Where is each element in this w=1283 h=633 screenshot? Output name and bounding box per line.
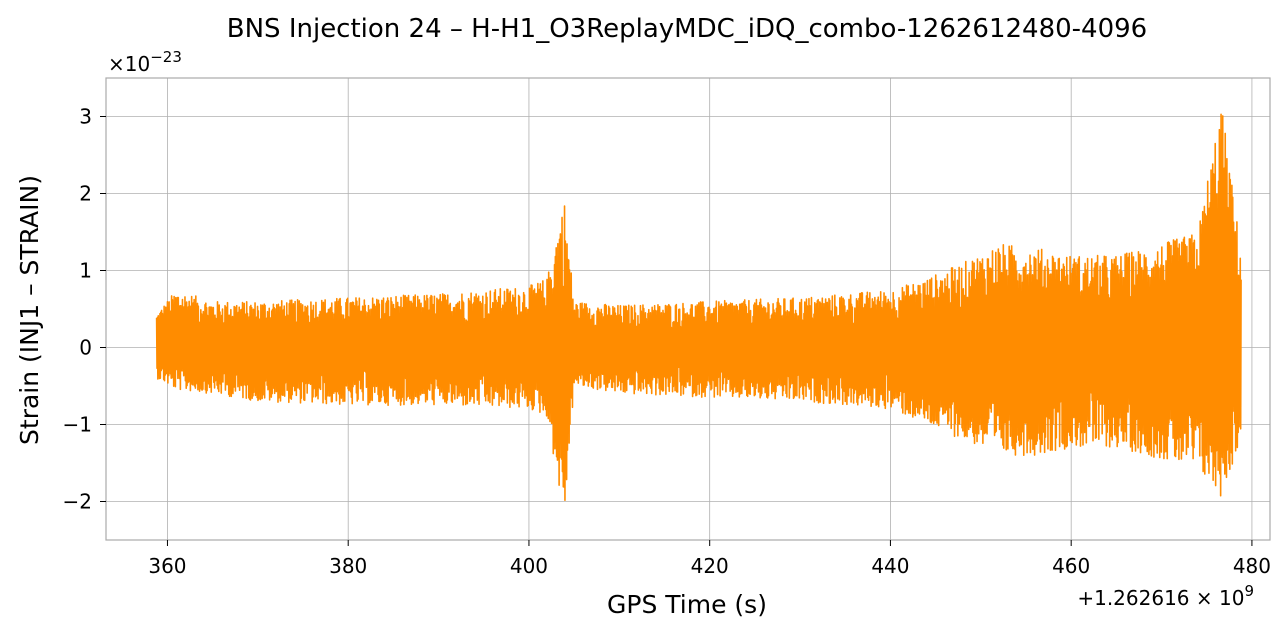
y-tick-label: −2 <box>63 490 92 514</box>
x-offset-exponent: 9 <box>1244 582 1254 600</box>
x-tick-label: 420 <box>691 554 729 578</box>
x-tick-label: 360 <box>148 554 186 578</box>
y-scale-factor: ×10−23 <box>108 48 182 76</box>
y-tick-label: 3 <box>79 105 92 129</box>
x-offset-factor: +1.262616 × 109 <box>1077 582 1254 610</box>
strain-series-line <box>155 113 1242 502</box>
x-tick-label: 440 <box>871 554 909 578</box>
y-axis-label: Strain (INJ1 – STRAIN) <box>15 175 44 445</box>
x-offset-base: +1.262616 × 10 <box>1077 586 1244 610</box>
y-tick-label: 2 <box>79 182 92 206</box>
y-scale-base: ×10 <box>108 52 150 76</box>
y-scale-exponent: −23 <box>150 48 182 66</box>
x-tick-label: 380 <box>329 554 367 578</box>
y-tick-label: 1 <box>79 259 92 283</box>
y-tick-label: 0 <box>79 336 92 360</box>
y-axis-ticks: −2 −1 0 1 2 3 <box>63 105 106 514</box>
x-tick-label: 460 <box>1052 554 1090 578</box>
x-axis-ticks: 360 380 400 420 440 460 480 <box>148 540 1271 578</box>
x-axis-label: GPS Time (s) <box>607 590 767 619</box>
x-tick-label: 400 <box>510 554 548 578</box>
x-tick-label: 480 <box>1233 554 1271 578</box>
y-tick-label: −1 <box>63 413 92 437</box>
plot-frame <box>105 77 1271 541</box>
series-layer <box>155 113 1242 502</box>
chart-title: BNS Injection 24 – H-H1_O3ReplayMDC_iDQ_… <box>227 14 1147 44</box>
